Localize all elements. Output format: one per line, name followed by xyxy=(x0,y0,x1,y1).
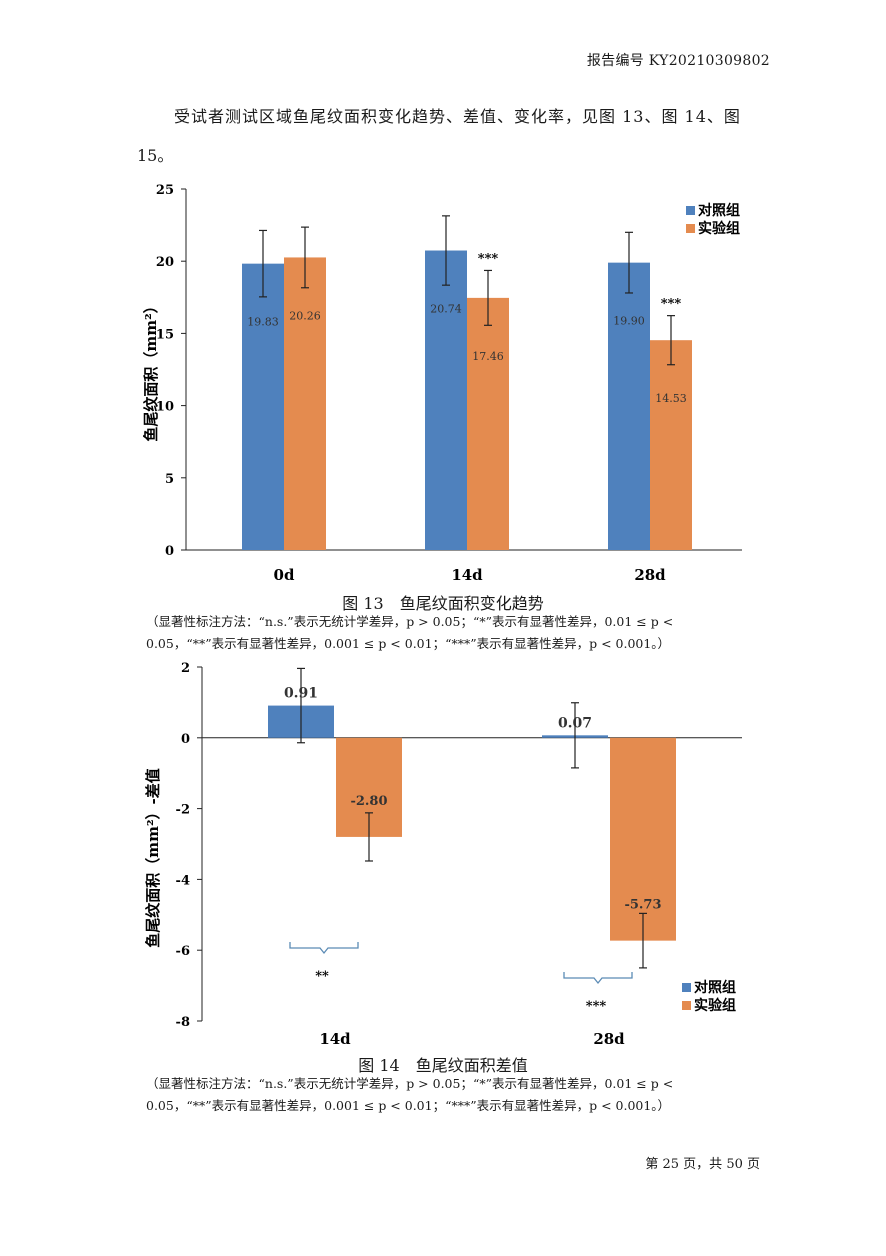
data-label: 19.90 xyxy=(613,315,645,328)
significance-marker-14d: ** xyxy=(315,969,329,984)
bar-experimental-28d xyxy=(650,340,692,550)
data-label: 17.46 xyxy=(472,350,504,363)
figure-13-chart: 0 5 10 15 20 25 鱼尾纹面积（mm²） 19.83 20.26 0d 20.74 17.… xyxy=(142,183,742,584)
significance-marker-14d: *** xyxy=(478,251,499,266)
x-tick-label: 14d xyxy=(319,1030,351,1048)
data-label: -2.80 xyxy=(350,794,387,809)
figure-14-note-line-2: 0.05，“**”表示有显著性差异，0.001 ≤ p < 0.01；“***”… xyxy=(146,1098,671,1113)
y-tick-label: 20 xyxy=(156,255,174,270)
significance-bracket-28d xyxy=(563,972,633,985)
figure-14-note: （显著性标注方法：“n.s.”表示无统计学差异，p > 0.05；“*”表示有显… xyxy=(146,1073,766,1117)
legend-label-experimental: 实验组 xyxy=(698,220,740,237)
bar-control-14d xyxy=(425,250,467,550)
legend-swatch-experimental xyxy=(682,1001,691,1010)
legend-label-control: 对照组 xyxy=(698,202,740,219)
y-tick-label: 0 xyxy=(165,544,174,559)
data-label: 0.07 xyxy=(558,715,592,731)
page-number: 第 25 页，共 50 页 xyxy=(645,1157,760,1172)
x-tick-label: 0d xyxy=(274,566,295,584)
x-tick-label: 14d xyxy=(451,566,483,584)
legend-swatch-control xyxy=(686,206,695,215)
significance-marker-28d: *** xyxy=(661,297,682,312)
x-tick-label: 28d xyxy=(634,566,666,584)
significance-marker-28d: *** xyxy=(586,999,607,1014)
data-label: 20.74 xyxy=(430,303,462,316)
data-label: 20.26 xyxy=(289,309,321,322)
figure-13-note-line-1: （显著性标注方法：“n.s.”表示无统计学差异，p > 0.05；“*”表示有显… xyxy=(146,614,674,629)
data-label: 0.91 xyxy=(284,686,318,702)
y-tick-label: -8 xyxy=(176,1015,190,1030)
x-tick-label: 28d xyxy=(593,1030,625,1048)
bar-experimental-14d xyxy=(467,297,509,550)
y-tick-label: 0 xyxy=(181,732,190,747)
y-tick-label: 5 xyxy=(165,472,174,487)
y-tick-label: 15 xyxy=(156,327,174,342)
bar-experimental-0d xyxy=(284,257,326,550)
figure-14-chart: 2 0 -2 -4 -6 -8 鱼尾纹面积（mm²）-差值 0.91 -2.80 14d 0.07 -… xyxy=(144,661,742,1048)
intro-text: 受试者测试区域鱼尾纹面积变化趋势、差值、变化率，见图 13、图 14、图 xyxy=(174,107,741,126)
legend-swatch-control xyxy=(682,983,691,992)
figure-13-note-line-2: 0.05，“**”表示有显著性差异，0.001 ≤ p < 0.01；“***”… xyxy=(146,636,671,651)
bar-experimental-28d xyxy=(610,737,676,941)
y-axis-label: 鱼尾纹面积（mm²） xyxy=(142,298,160,441)
y-tick-label: -4 xyxy=(176,873,190,888)
bar-control-28d xyxy=(608,262,650,550)
data-label: -5.73 xyxy=(624,898,661,913)
figure-13-note: （显著性标注方法：“n.s.”表示无统计学差异，p > 0.05；“*”表示有显… xyxy=(146,611,766,655)
data-label: 14.53 xyxy=(655,392,687,405)
legend-swatch-experimental xyxy=(686,224,695,233)
intro-text-continued: 15。 xyxy=(137,146,174,165)
bar-control-0d xyxy=(242,263,284,550)
y-tick-label: 10 xyxy=(156,400,174,415)
figure-14-note-line-1: （显著性标注方法：“n.s.”表示无统计学差异，p > 0.05；“*”表示有显… xyxy=(146,1076,674,1091)
legend-label-experimental: 实验组 xyxy=(694,997,736,1014)
y-tick-label: -2 xyxy=(176,803,190,818)
y-tick-label: -6 xyxy=(176,944,190,959)
y-axis-label: 鱼尾纹面积（mm²）-差值 xyxy=(144,768,162,948)
figure-13-caption: 图 13 鱼尾纹面积变化趋势 xyxy=(342,594,544,613)
report-id: 报告编号 KY20210309802 xyxy=(586,53,770,69)
significance-bracket-14d xyxy=(289,942,359,955)
y-tick-label: 2 xyxy=(181,661,190,676)
y-tick-label: 25 xyxy=(156,183,174,198)
legend-label-control: 对照组 xyxy=(694,979,736,996)
data-label: 19.83 xyxy=(247,316,279,329)
figure-14-caption: 图 14 鱼尾纹面积差值 xyxy=(358,1056,528,1075)
